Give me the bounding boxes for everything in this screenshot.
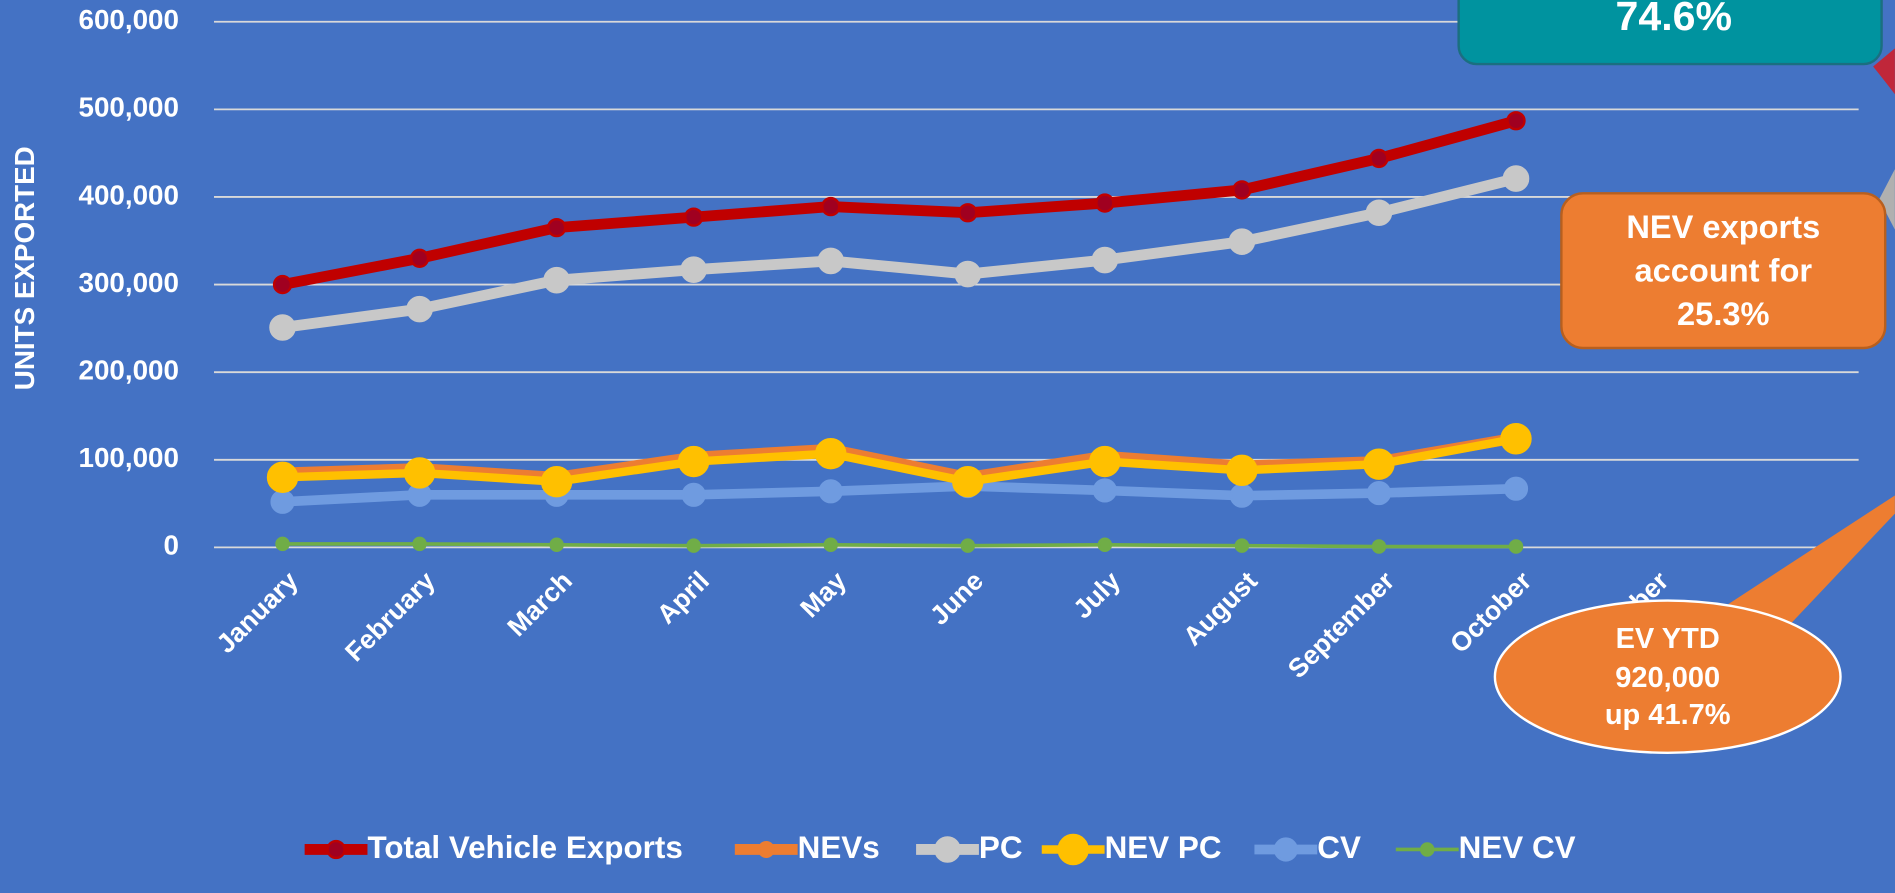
data-point [1503,476,1529,501]
data-point [269,314,296,341]
data-point [549,537,564,553]
series-line [282,481,1517,507]
legend-marker [326,839,346,860]
data-point [952,465,984,498]
y-tick-label: 200,000 [79,355,179,386]
data-point [821,196,841,217]
data-point [1369,148,1389,169]
y-axis-title: UNITS EXPORTED [9,146,40,390]
annotation-text: up 41.7% [1605,699,1731,731]
data-point [1095,193,1115,213]
data-point [1089,445,1121,478]
annotation-text: EV YTD [1616,623,1720,655]
data-point [1366,480,1392,506]
legend-label: Total Vehicle Exports [367,830,682,865]
data-point [818,479,843,504]
y-tick-label: 600,000 [79,4,179,35]
data-point [406,295,433,323]
data-point [412,536,427,552]
y-tick-label: 100,000 [79,442,179,473]
data-point [1508,539,1524,554]
data-point [960,538,976,553]
legend-label: PC [979,830,1023,865]
legend-label: NEV PC [1105,830,1222,865]
data-point [815,437,847,470]
data-point [681,482,706,507]
legend-marker [934,836,961,863]
callout-box [1560,192,1887,350]
data-point [1232,180,1252,200]
data-point [686,538,701,553]
data-point [1371,539,1387,554]
data-point [958,203,978,223]
callouts: 74.6% NEV exports account for 25.3% EV YTD 92… [1457,0,1895,755]
callout-bubble [1493,599,1842,755]
legend-label: NEV CV [1459,830,1576,865]
annotation-text: NEV exports [1626,208,1820,245]
series-line [281,173,1518,333]
callout-pointer [1879,169,1895,230]
y-tick-label: 0 [164,530,179,561]
data-point [1229,483,1254,508]
legend-marker [1273,837,1298,862]
data-point [1226,454,1258,487]
annotation-text: 920,000 [1615,662,1720,694]
legend: Total Vehicle Exports NEVs PC NEV PC CV NEV C… [304,830,1576,866]
data-point [823,537,838,553]
annotation-text: account for [1635,252,1813,289]
data-point [1502,165,1530,192]
data-point [680,256,707,283]
data-point [1092,478,1117,503]
data-point [266,461,299,494]
annotation-text: 25.3% [1677,295,1769,332]
data-point [1506,111,1526,131]
data-point [817,247,845,275]
data-point [1500,423,1532,455]
series-line [282,542,1516,549]
data-point [1228,228,1256,255]
data-point [403,457,436,489]
legend-label: NEVs [798,830,880,865]
y-tick-label: 500,000 [79,92,179,123]
data-point [275,536,290,552]
legend-marker [1419,842,1435,857]
callout-pointer [1728,495,1895,626]
data-point [270,489,295,514]
data-point [409,248,430,268]
y-tick-label: 300,000 [79,267,179,298]
y-tick-label: 400,000 [79,179,179,210]
data-point [1234,538,1250,553]
data-point [677,445,710,478]
data-point [1365,199,1393,227]
data-point [1097,537,1113,553]
callout-pointer [1873,48,1895,95]
legend-label: CV [1317,830,1361,865]
series-line [282,434,1517,486]
annotation-text: 74.6% [1616,0,1732,39]
lines [266,111,1532,554]
grid: 0 100,000 200,000 300,000 400,000 500,000 600,… [79,4,1859,561]
data-point [684,207,704,227]
data-point [540,465,573,498]
data-point [543,266,570,294]
series-line [281,115,1518,290]
callout-box [1457,0,1883,66]
data-point [546,217,567,238]
data-point [954,260,982,288]
data-point [1363,448,1395,480]
legend-marker [757,841,775,858]
legend-marker [1057,833,1089,866]
data-point [1091,246,1119,274]
data-point [272,274,293,295]
